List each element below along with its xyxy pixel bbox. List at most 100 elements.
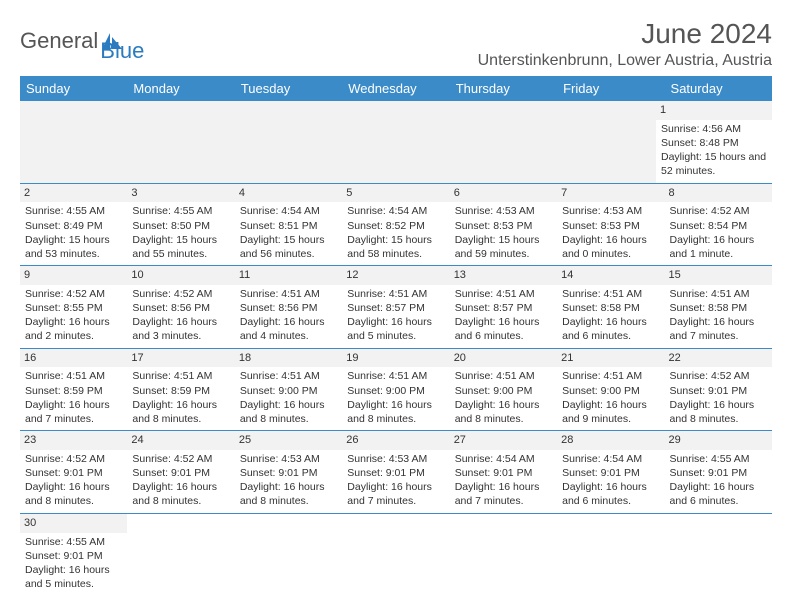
sunset-text: Sunset: 9:01 PM xyxy=(25,466,122,480)
day-cell: 21Sunrise: 4:51 AMSunset: 9:00 PMDayligh… xyxy=(557,349,664,431)
sunrise-text: Sunrise: 4:51 AM xyxy=(455,369,552,383)
sunset-text: Sunset: 9:01 PM xyxy=(25,549,122,563)
dow-cell: Saturday xyxy=(665,76,772,101)
daylight-text: Daylight: 16 hours and 6 minutes. xyxy=(562,480,659,508)
daylight-text: Daylight: 16 hours and 7 minutes. xyxy=(670,315,767,343)
title-block: June 2024 Unterstinkenbrunn, Lower Austr… xyxy=(478,18,772,70)
day-number: 2 xyxy=(20,184,127,203)
day-number: 18 xyxy=(235,349,342,368)
sunset-text: Sunset: 9:01 PM xyxy=(670,466,767,480)
day-number: 28 xyxy=(557,431,664,450)
dow-cell: Friday xyxy=(557,76,664,101)
day-number: 22 xyxy=(665,349,772,368)
day-number: 21 xyxy=(557,349,664,368)
sunrise-text: Sunrise: 4:54 AM xyxy=(455,452,552,466)
blank-cell xyxy=(557,514,664,596)
daylight-text: Daylight: 16 hours and 7 minutes. xyxy=(347,480,444,508)
sunset-text: Sunset: 8:59 PM xyxy=(132,384,229,398)
day-number: 9 xyxy=(20,266,127,285)
sunrise-text: Sunrise: 4:55 AM xyxy=(132,204,229,218)
sunrise-text: Sunrise: 4:52 AM xyxy=(132,287,229,301)
day-number: 3 xyxy=(127,184,234,203)
sunrise-text: Sunrise: 4:55 AM xyxy=(670,452,767,466)
day-number: 10 xyxy=(127,266,234,285)
sunset-text: Sunset: 8:57 PM xyxy=(347,301,444,315)
day-cell: 11Sunrise: 4:51 AMSunset: 8:56 PMDayligh… xyxy=(235,266,342,348)
sunrise-text: Sunrise: 4:51 AM xyxy=(455,287,552,301)
day-cell: 19Sunrise: 4:51 AMSunset: 9:00 PMDayligh… xyxy=(342,349,449,431)
sunrise-text: Sunrise: 4:51 AM xyxy=(25,369,122,383)
sunset-text: Sunset: 9:01 PM xyxy=(132,466,229,480)
daylight-text: Daylight: 15 hours and 52 minutes. xyxy=(661,150,767,178)
day-cell: 20Sunrise: 4:51 AMSunset: 9:00 PMDayligh… xyxy=(450,349,557,431)
daylight-text: Daylight: 16 hours and 8 minutes. xyxy=(132,480,229,508)
day-cell: 10Sunrise: 4:52 AMSunset: 8:56 PMDayligh… xyxy=(127,266,234,348)
blank-cell xyxy=(444,101,550,183)
sunrise-text: Sunrise: 4:53 AM xyxy=(347,452,444,466)
sunrise-text: Sunrise: 4:54 AM xyxy=(240,204,337,218)
sunset-text: Sunset: 8:55 PM xyxy=(25,301,122,315)
daylight-text: Daylight: 16 hours and 2 minutes. xyxy=(25,315,122,343)
sunset-text: Sunset: 9:01 PM xyxy=(562,466,659,480)
day-cell: 25Sunrise: 4:53 AMSunset: 9:01 PMDayligh… xyxy=(235,431,342,513)
day-cell: 23Sunrise: 4:52 AMSunset: 9:01 PMDayligh… xyxy=(20,431,127,513)
sunset-text: Sunset: 8:51 PM xyxy=(240,219,337,233)
blank-cell xyxy=(338,101,444,183)
sunrise-text: Sunrise: 4:51 AM xyxy=(562,369,659,383)
day-cell: 4Sunrise: 4:54 AMSunset: 8:51 PMDaylight… xyxy=(235,184,342,266)
daylight-text: Daylight: 16 hours and 8 minutes. xyxy=(455,398,552,426)
day-number: 29 xyxy=(665,431,772,450)
day-cell: 30Sunrise: 4:55 AMSunset: 9:01 PMDayligh… xyxy=(20,514,127,596)
day-number: 17 xyxy=(127,349,234,368)
week-row: 30Sunrise: 4:55 AMSunset: 9:01 PMDayligh… xyxy=(20,514,772,596)
blank-cell xyxy=(127,514,234,596)
day-number: 6 xyxy=(450,184,557,203)
day-cell: 8Sunrise: 4:52 AMSunset: 8:54 PMDaylight… xyxy=(665,184,772,266)
day-cell: 24Sunrise: 4:52 AMSunset: 9:01 PMDayligh… xyxy=(127,431,234,513)
day-number: 26 xyxy=(342,431,449,450)
day-number: 19 xyxy=(342,349,449,368)
week-row: 16Sunrise: 4:51 AMSunset: 8:59 PMDayligh… xyxy=(20,349,772,432)
daylight-text: Daylight: 16 hours and 8 minutes. xyxy=(132,398,229,426)
sunset-text: Sunset: 8:59 PM xyxy=(25,384,122,398)
sunrise-text: Sunrise: 4:51 AM xyxy=(670,287,767,301)
sunrise-text: Sunrise: 4:51 AM xyxy=(347,369,444,383)
dow-cell: Wednesday xyxy=(342,76,449,101)
sunrise-text: Sunrise: 4:53 AM xyxy=(455,204,552,218)
sunrise-text: Sunrise: 4:53 AM xyxy=(240,452,337,466)
daylight-text: Daylight: 16 hours and 6 minutes. xyxy=(562,315,659,343)
sunrise-text: Sunrise: 4:51 AM xyxy=(132,369,229,383)
weeks-container: 1Sunrise: 4:56 AMSunset: 8:48 PMDaylight… xyxy=(20,101,772,595)
sunrise-text: Sunrise: 4:54 AM xyxy=(347,204,444,218)
sunrise-text: Sunrise: 4:52 AM xyxy=(25,287,122,301)
daylight-text: Daylight: 16 hours and 8 minutes. xyxy=(670,398,767,426)
day-number: 5 xyxy=(342,184,449,203)
day-cell: 12Sunrise: 4:51 AMSunset: 8:57 PMDayligh… xyxy=(342,266,449,348)
sunrise-text: Sunrise: 4:55 AM xyxy=(25,204,122,218)
day-cell: 9 Sunrise: 4:52 AMSunset: 8:55 PMDaylight… xyxy=(20,266,127,348)
daylight-text: Daylight: 16 hours and 6 minutes. xyxy=(670,480,767,508)
sunset-text: Sunset: 8:49 PM xyxy=(25,219,122,233)
sunrise-text: Sunrise: 4:51 AM xyxy=(240,369,337,383)
day-cell: 1Sunrise: 4:56 AMSunset: 8:48 PMDaylight… xyxy=(656,101,772,183)
day-cell: 18Sunrise: 4:51 AMSunset: 9:00 PMDayligh… xyxy=(235,349,342,431)
calendar: SundayMondayTuesdayWednesdayThursdayFrid… xyxy=(20,76,772,595)
daylight-text: Daylight: 16 hours and 7 minutes. xyxy=(25,398,122,426)
dow-cell: Sunday xyxy=(20,76,127,101)
day-number: 1 xyxy=(656,101,772,120)
daylight-text: Daylight: 15 hours and 55 minutes. xyxy=(132,233,229,261)
sunset-text: Sunset: 8:48 PM xyxy=(661,136,767,150)
sunset-text: Sunset: 8:57 PM xyxy=(455,301,552,315)
day-number: 15 xyxy=(665,266,772,285)
sunset-text: Sunset: 8:50 PM xyxy=(132,219,229,233)
blank-cell xyxy=(550,101,656,183)
day-cell: 14Sunrise: 4:51 AMSunset: 8:58 PMDayligh… xyxy=(557,266,664,348)
sunset-text: Sunset: 9:01 PM xyxy=(455,466,552,480)
sunset-text: Sunset: 9:00 PM xyxy=(455,384,552,398)
sunset-text: Sunset: 9:01 PM xyxy=(347,466,444,480)
sunset-text: Sunset: 9:00 PM xyxy=(562,384,659,398)
day-number: 4 xyxy=(235,184,342,203)
blank-cell xyxy=(20,101,126,183)
sunset-text: Sunset: 9:01 PM xyxy=(240,466,337,480)
day-number: 8 xyxy=(665,184,772,203)
